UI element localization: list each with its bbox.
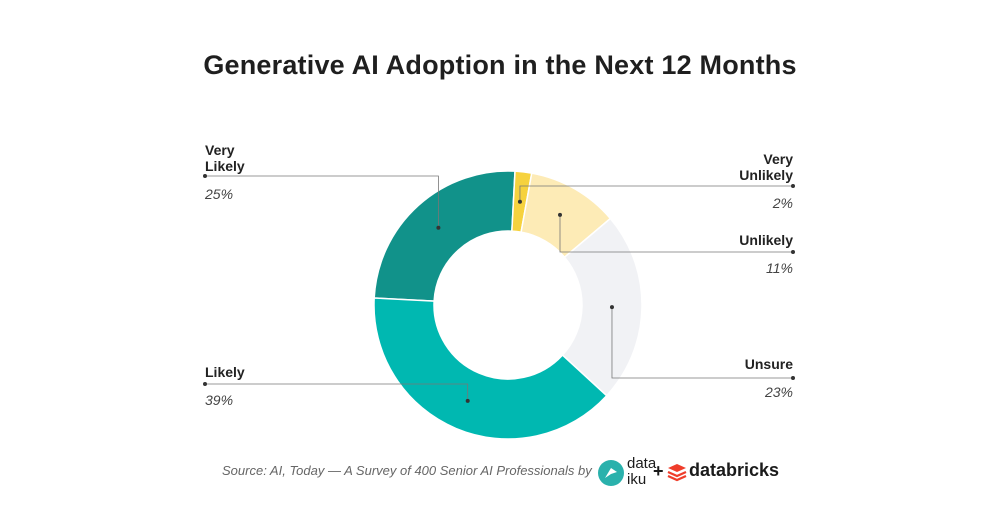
dataiku-logo-line1: data bbox=[627, 455, 657, 472]
slice-percentage: 2% bbox=[772, 195, 793, 211]
leader-dot bbox=[203, 382, 207, 386]
slice-label-unsure: Unsure 23% bbox=[745, 356, 793, 400]
leader-dot bbox=[791, 250, 795, 254]
slice-percentage: 11% bbox=[766, 260, 793, 276]
dataiku-logo-line2: iku bbox=[627, 471, 647, 488]
databricks-logo: databricks bbox=[689, 460, 780, 480]
slice-name: Unsure bbox=[744, 356, 793, 372]
leader-dot bbox=[791, 376, 795, 380]
slice-name: Unlikely bbox=[739, 167, 793, 183]
source-note: Source: AI, Today — A Survey of 400 Seni… bbox=[222, 463, 592, 478]
databricks-stack-icon bbox=[667, 464, 687, 482]
slice-label-very-unlikely: Very Unlikely 2% bbox=[739, 151, 793, 211]
leader-dot bbox=[791, 184, 795, 188]
leader-line bbox=[205, 175, 439, 228]
leader-line bbox=[559, 214, 793, 253]
leader-dot bbox=[465, 398, 470, 403]
slice-percentage: 39% bbox=[205, 392, 234, 408]
leader-dot bbox=[609, 305, 614, 310]
leader-line bbox=[611, 307, 793, 379]
slice-label-likely: Likely 39% bbox=[205, 364, 245, 408]
donut-slice-very-likely bbox=[373, 170, 516, 302]
slice-name: Very bbox=[763, 151, 793, 167]
slice-label-very-likely: Very Likely 25% bbox=[205, 142, 245, 202]
leader-dot bbox=[517, 199, 522, 204]
slice-name: Very bbox=[205, 142, 235, 158]
donut-slice-likely bbox=[373, 297, 608, 440]
dataiku-bird-icon bbox=[598, 460, 624, 486]
leader-dot bbox=[203, 174, 207, 178]
leader-dot bbox=[436, 225, 441, 230]
slice-name: Likely bbox=[205, 158, 245, 174]
slice-percentage: 25% bbox=[205, 186, 234, 202]
plus-sign: + bbox=[653, 461, 664, 481]
slice-name: Unlikely bbox=[739, 232, 793, 248]
leader-line bbox=[205, 383, 469, 401]
donut-slice-unsure bbox=[561, 217, 643, 397]
slice-percentage: 23% bbox=[764, 384, 793, 400]
leader-line bbox=[519, 185, 793, 202]
slice-label-unlikely: Unlikely 11% bbox=[739, 232, 793, 276]
slice-name: Likely bbox=[205, 364, 245, 380]
chart-title: Generative AI Adoption in the Next 12 Mo… bbox=[203, 50, 797, 80]
leader-dot bbox=[558, 212, 562, 217]
